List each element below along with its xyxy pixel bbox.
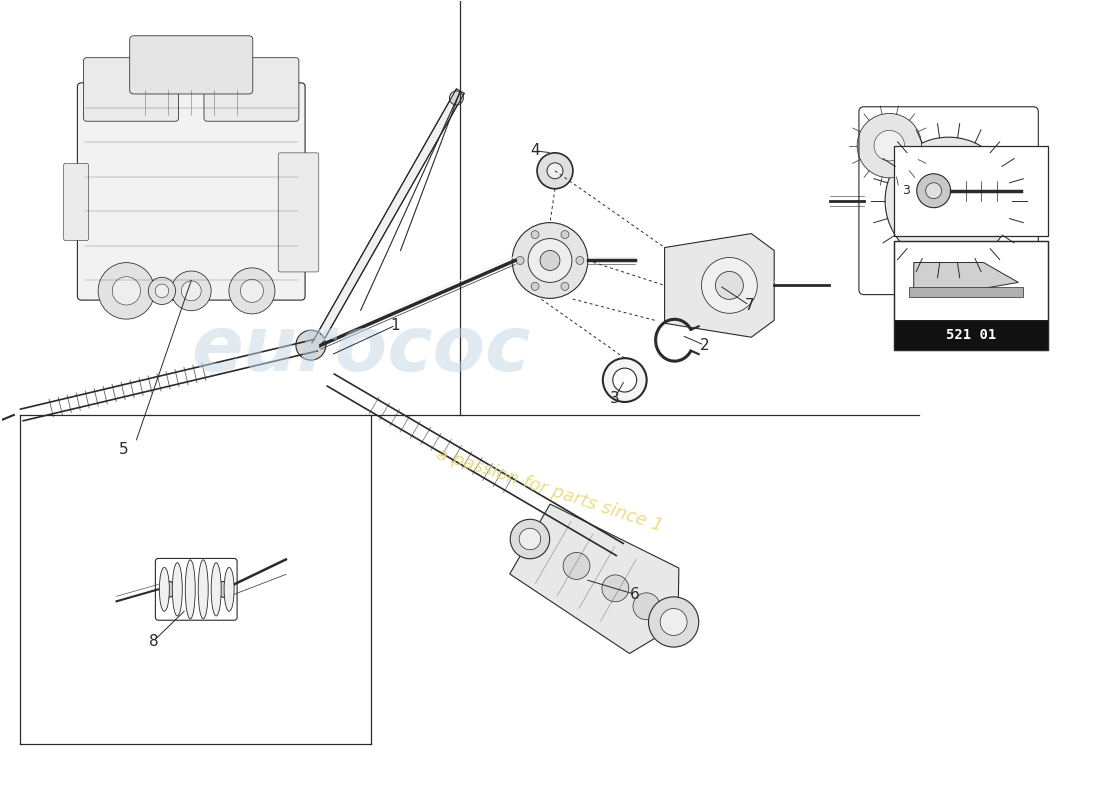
Circle shape (602, 575, 629, 602)
Circle shape (531, 282, 539, 290)
Text: a passion for parts since 1: a passion for parts since 1 (434, 445, 666, 535)
Bar (909, 287, 1023, 298)
Text: 5: 5 (119, 442, 129, 458)
Text: 1: 1 (390, 318, 400, 333)
Circle shape (702, 258, 757, 314)
Circle shape (155, 284, 168, 298)
Circle shape (603, 358, 647, 402)
Text: 7: 7 (745, 298, 755, 313)
Text: 3: 3 (609, 390, 619, 406)
Circle shape (450, 91, 463, 105)
Text: 4: 4 (530, 143, 540, 158)
Circle shape (516, 257, 524, 265)
Circle shape (561, 282, 569, 290)
Circle shape (182, 281, 201, 301)
Circle shape (715, 271, 744, 299)
Circle shape (528, 238, 572, 282)
Circle shape (613, 368, 637, 392)
Circle shape (886, 137, 1012, 264)
Polygon shape (312, 89, 464, 347)
FancyBboxPatch shape (278, 153, 319, 272)
Circle shape (576, 257, 584, 265)
FancyBboxPatch shape (130, 36, 253, 94)
Circle shape (874, 130, 904, 161)
Circle shape (531, 230, 539, 238)
Circle shape (916, 169, 981, 233)
Circle shape (563, 553, 590, 579)
Circle shape (161, 582, 176, 598)
Ellipse shape (160, 567, 169, 611)
Ellipse shape (198, 560, 208, 619)
Text: 6: 6 (630, 587, 639, 602)
Text: 8: 8 (148, 634, 158, 649)
FancyBboxPatch shape (64, 163, 89, 241)
Polygon shape (664, 234, 774, 338)
Ellipse shape (211, 562, 221, 616)
Circle shape (306, 335, 326, 355)
Circle shape (112, 277, 141, 305)
Circle shape (148, 278, 176, 305)
Circle shape (660, 609, 688, 635)
Circle shape (649, 597, 698, 647)
FancyBboxPatch shape (204, 58, 299, 122)
Text: 2: 2 (700, 338, 710, 353)
Circle shape (857, 114, 922, 178)
Polygon shape (914, 262, 1019, 288)
Circle shape (519, 528, 541, 550)
Circle shape (916, 174, 950, 208)
Circle shape (540, 250, 560, 270)
Circle shape (632, 593, 660, 620)
FancyBboxPatch shape (84, 58, 178, 122)
Circle shape (241, 279, 263, 302)
Text: 3: 3 (902, 184, 910, 198)
Circle shape (296, 330, 326, 360)
Text: eurococ: eurococ (191, 313, 530, 387)
Circle shape (513, 222, 587, 298)
Circle shape (926, 182, 942, 198)
Ellipse shape (173, 562, 183, 616)
Bar (894, 146, 1048, 235)
Ellipse shape (224, 567, 234, 611)
Circle shape (98, 262, 155, 319)
Bar (894, 320, 1048, 350)
Circle shape (561, 230, 569, 238)
Circle shape (172, 271, 211, 310)
Circle shape (510, 519, 550, 558)
Bar (894, 241, 1048, 350)
Circle shape (217, 582, 232, 598)
Circle shape (537, 153, 573, 189)
Ellipse shape (185, 560, 195, 619)
Circle shape (934, 186, 964, 216)
Circle shape (547, 163, 563, 178)
Text: 521 01: 521 01 (946, 328, 997, 342)
Bar (894, 241, 1048, 350)
Circle shape (229, 268, 275, 314)
FancyBboxPatch shape (77, 83, 305, 300)
Polygon shape (509, 504, 679, 654)
